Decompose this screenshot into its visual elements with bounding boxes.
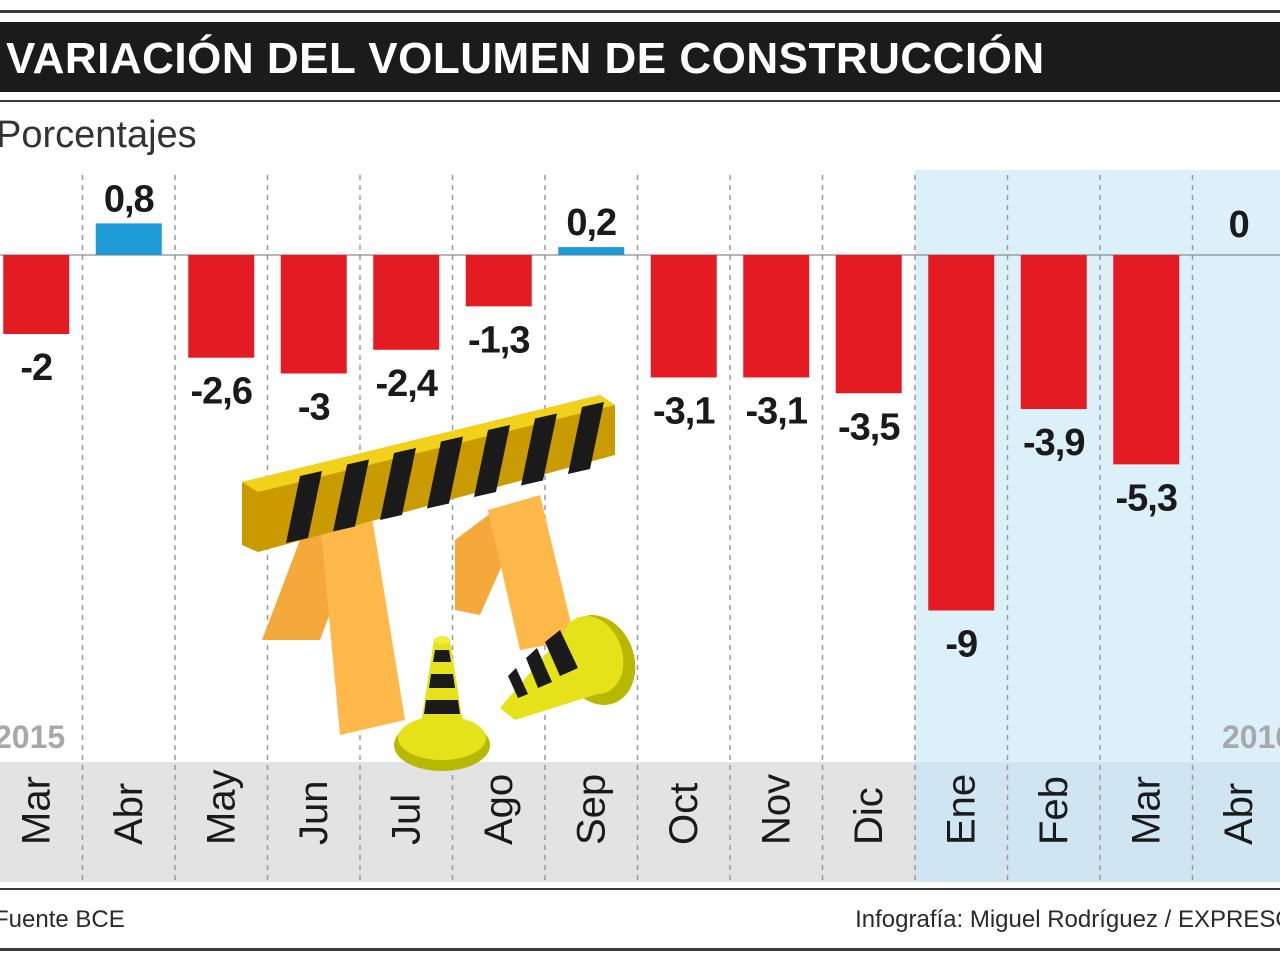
barrier-stripe [286,471,322,543]
year-label-2016: 2016 [1222,719,1280,755]
value-label: -2,4 [376,363,438,405]
bar-jun-3 [280,255,347,374]
bar-sep-6 [558,247,625,255]
barrier-leg-left-front [320,505,405,735]
month-label: Jun [292,781,336,846]
barrier-stripe [568,402,604,474]
value-label: -3,9 [1023,422,1084,464]
value-label: 0,8 [104,178,154,220]
month-label: Mar [1124,776,1168,845]
value-label: -9 [945,624,977,666]
barrier-stripe [474,425,510,497]
barrier-plank-side [242,395,615,552]
bar-may-2 [188,255,255,358]
chart-title: VARIACIÓN DEL VOLUMEN DE CONSTRUCCIÓN [6,34,1045,83]
barrier-stripes [286,402,604,543]
month-label: Ago [477,774,521,845]
barrier-stripe [380,448,416,520]
value-label: -5,3 [1116,477,1177,519]
barrier-leg-right-front [488,495,575,650]
title-bar: VARIACIÓN DEL VOLUMEN DE CONSTRUCCIÓN [0,22,1280,92]
bottom-rule [0,948,1280,951]
bar-jul-4 [373,255,440,350]
month-label: Oct [662,783,706,845]
bar-oct-7 [650,255,717,378]
year-label-2015: 2015 [0,719,65,755]
barrier-stripe [521,413,557,486]
top-rule [0,10,1280,13]
barrier-stripe [333,459,369,532]
traffic-cone-upright [394,636,490,771]
value-label: -3,5 [838,406,900,448]
credit-note: Infografía: Miguel Rodríguez / EXPRESO [855,906,1280,933]
roadwork-barrier-illustration [242,395,636,771]
month-label: Ene [939,774,983,845]
month-label: May [199,769,243,845]
chart-subtitle: Porcentajes [0,114,197,156]
value-label: -3 [298,387,330,429]
value-label: 0,2 [566,202,616,244]
bar-nov-8 [743,255,810,378]
source-note: Fuente BCE [0,906,125,933]
footer-rule [0,888,1280,890]
value-label: -2 [20,347,52,389]
bar-abr-1 [95,223,162,255]
bar-mar-0 [3,255,70,334]
month-label: Abr [1217,783,1261,845]
month-label: Abr [107,783,151,845]
bar-dic-9 [835,255,902,394]
bar-mar-12 [1113,255,1180,465]
month-label: Mar [14,776,58,845]
traffic-cone-fallen [500,615,636,720]
bar-feb-11 [1020,255,1087,410]
value-label: -3,1 [653,390,715,432]
month-label-strip-2016 [915,762,1280,882]
value-label: 0 [1229,204,1249,246]
barrier-stripe [427,436,463,509]
value-label: -1,3 [468,319,529,361]
barrier-plank-top [242,395,615,492]
month-label: Nov [754,774,798,845]
month-label: Jul [384,794,428,845]
title-underline [0,100,1280,102]
bar-ene-10 [928,255,995,611]
value-label: -2,6 [191,371,252,413]
month-label: Feb [1032,776,1076,845]
value-label: -3,1 [746,390,808,432]
month-label: Sep [569,774,613,845]
month-label: Dic [847,787,891,845]
bar-ago-5 [465,255,532,307]
